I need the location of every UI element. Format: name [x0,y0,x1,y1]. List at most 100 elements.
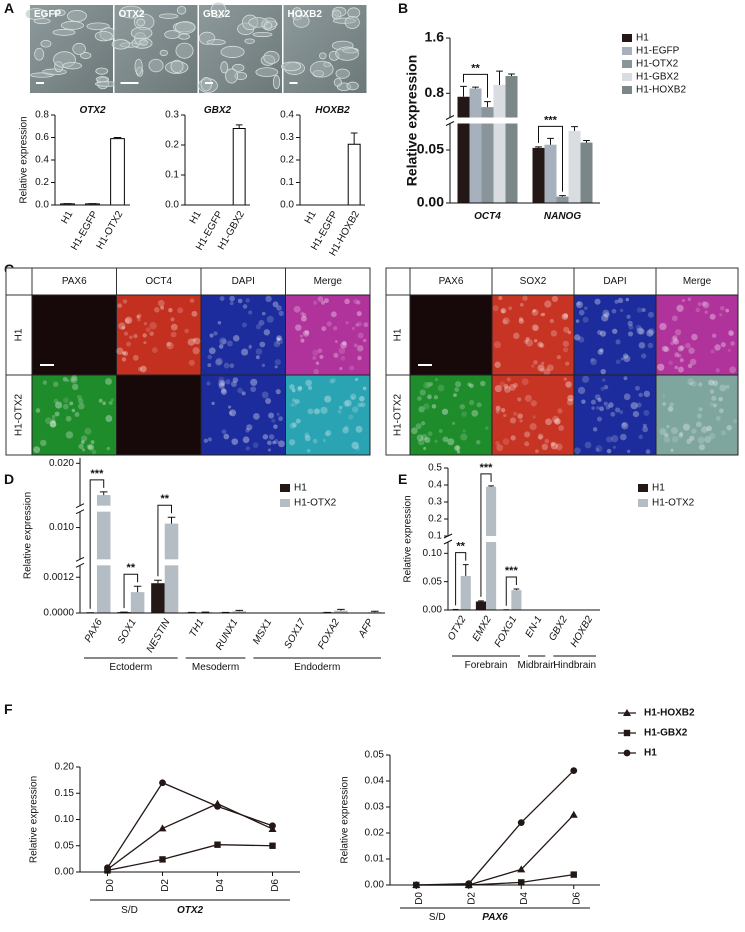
nucleus [339,406,343,410]
error-bar [168,517,176,523]
nucleus [558,425,564,431]
nucleus [501,309,505,313]
nucleus [66,431,73,438]
nucleus [713,403,717,407]
nucleus [460,404,465,409]
nucleus [463,429,466,432]
marker [214,842,220,848]
nucleus [627,450,630,453]
nucleus [599,406,604,411]
axis-break [81,506,386,512]
nucleus [595,394,601,400]
x-tick-label: D2 [466,892,477,905]
nucleus [455,381,461,387]
legend-label: H1-GBX2 [636,72,679,83]
cell-colony [225,69,237,83]
column-label: SOX2 [520,276,547,287]
nucleus [714,344,720,350]
nucleus [525,395,532,402]
y-tick-label: 0.4 [280,110,294,121]
y-tick-label: 0.1 [428,531,442,542]
y-axis-label: Relative expression [404,55,420,187]
cell-colony [245,39,255,44]
marker [571,871,577,877]
nucleus [637,307,642,312]
y-tick-label: 0.03 [365,802,385,813]
nucleus [312,356,316,360]
nucleus [249,345,252,348]
cell-colony [63,62,81,69]
legend-label: H1-HOXB2 [644,708,695,719]
nucleus [69,402,73,406]
cell-colony [96,68,108,74]
nucleus [313,369,318,374]
x-tick-label: RUNX1 [214,617,240,652]
nucleus [171,332,177,338]
nucleus [250,379,257,386]
bar [506,76,518,203]
nucleus [72,384,78,390]
nucleus [600,331,606,337]
nucleus [670,449,673,452]
nucleus [646,449,651,454]
nucleus [321,326,326,331]
y-tick-label: 0.4 [35,155,49,166]
nucleus [245,428,249,432]
nucleus [720,306,725,311]
y-tick-label: 0.00 [55,867,75,878]
nucleus [211,402,214,405]
bar [111,139,125,205]
stain-image [492,295,574,375]
nucleus [289,384,295,390]
nucleus [544,439,549,444]
nucleus [245,298,249,302]
nucleus [242,322,247,327]
nucleus [82,448,85,451]
x-tick-label: SOX1 [116,617,139,646]
cell-colony [336,69,349,78]
y-tick-label: 0.2 [165,140,179,151]
nucleus [259,342,265,348]
nucleus [256,348,263,355]
stain-image [656,295,738,375]
nucleus [531,364,534,367]
nucleus [279,311,284,316]
nucleus [184,329,189,334]
nucleus [729,366,736,373]
nucleus [262,364,265,367]
nucleus [522,378,529,385]
x-tick-label: D6 [571,892,582,905]
nucleus [343,401,349,407]
nucleus [712,333,716,337]
nucleus [321,301,325,305]
nucleus [423,447,426,450]
nucleus [331,378,336,383]
nucleus [582,376,589,383]
nucleus [688,364,693,369]
nucleus [63,404,69,410]
cell-colony [347,82,359,90]
nucleus [704,436,711,443]
nucleus [524,431,530,437]
nucleus [711,349,715,353]
nucleus [229,296,235,302]
nucleus [276,305,282,311]
cell-colony [35,48,44,60]
nucleus [639,342,646,349]
x-tick-label: SOX17 [283,617,309,651]
cell-colony [53,29,75,35]
marker [269,843,275,849]
nucleus [511,435,516,440]
x-tick-label: AFP [356,617,376,640]
series-line [108,845,273,871]
significance-label: *** [480,462,494,474]
legend-swatch [622,34,632,42]
bar [458,97,470,203]
nucleus [565,381,571,387]
nucleus [691,428,696,433]
row-label: H1-OTX2 [393,393,404,436]
panel-label: A [4,0,14,16]
nucleus [300,312,304,316]
nucleus [229,363,234,368]
nucleus [623,355,630,362]
